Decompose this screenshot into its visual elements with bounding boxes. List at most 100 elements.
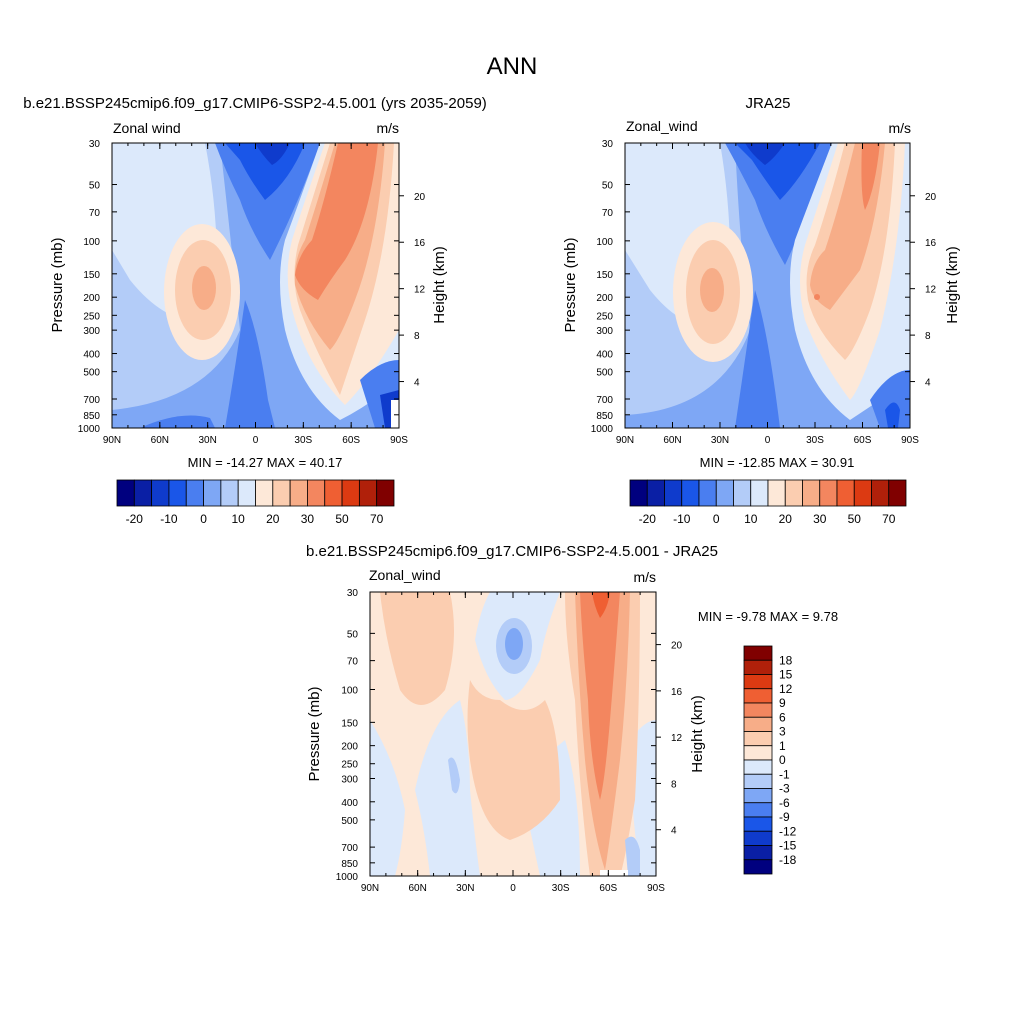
page-title: ANN: [487, 53, 538, 80]
panel-subtitle-right: m/s: [376, 120, 399, 136]
colorbar-label: 20: [266, 512, 280, 526]
x-tick-label: 60S: [342, 435, 360, 446]
colorbar-label: 70: [882, 512, 896, 526]
x-tick-label: 60N: [408, 883, 426, 894]
colorbar-swatch: [289, 479, 308, 507]
colorbar-swatch: [743, 802, 773, 818]
colorbar-swatch: [888, 479, 907, 507]
colorbar-label: -15: [779, 839, 797, 853]
y-tick-label: 100: [83, 237, 100, 248]
colorbar-swatch: [116, 479, 135, 507]
x-tick-label: 60N: [151, 435, 169, 446]
contour-field: [370, 592, 656, 876]
colorbar-label: -1: [779, 767, 790, 781]
colorbar-swatch: [819, 479, 838, 507]
colorbar-swatch: [376, 479, 395, 507]
colorbar-label: -10: [673, 512, 691, 526]
panel-subtitle-right: m/s: [633, 569, 656, 585]
colorbar-label: -6: [779, 796, 790, 810]
min-max-stats: MIN = -9.78 MAX = 9.78: [698, 609, 838, 624]
y-tick-label: 70: [89, 208, 101, 219]
x-tick-label: 60N: [663, 435, 681, 446]
colorbar-swatch: [307, 479, 326, 507]
colorbar-label: 6: [779, 710, 786, 724]
colorbar-swatch: [871, 479, 890, 507]
x-tick-label: 0: [765, 435, 771, 446]
colorbar-swatch: [272, 479, 291, 507]
height-tick-label: 20: [671, 641, 683, 652]
colorbar-label: 50: [335, 512, 349, 526]
colorbar-swatch: [853, 479, 872, 507]
colorbar-swatch: [743, 659, 773, 675]
y-tick-label: 250: [596, 311, 613, 322]
colorbar-swatch: [185, 479, 204, 507]
y-tick-label: 50: [89, 181, 101, 192]
panel-subtitle-left: Zonal_wind: [369, 567, 441, 583]
panel-model: b.e21.BSSP245cmip6.f09_g17.CMIP6-SSP2-4.…: [23, 95, 487, 526]
colorbar-label: 0: [713, 512, 720, 526]
colorbar-swatch: [743, 645, 773, 661]
y-tick-label: 100: [596, 237, 613, 248]
x-tick-label: 90S: [901, 435, 919, 446]
colorbar-swatch: [767, 479, 786, 507]
y-tick-label: 250: [341, 760, 358, 771]
contour-field: [112, 143, 399, 428]
x-tick-label: 30S: [294, 435, 312, 446]
colorbar-swatch: [784, 479, 803, 507]
y-tick-label: 30: [602, 139, 614, 150]
y-tick-label: 100: [341, 686, 358, 697]
panel-title: b.e21.BSSP245cmip6.f09_g17.CMIP6-SSP2-4.…: [306, 543, 718, 560]
colorbar-label: 30: [301, 512, 315, 526]
panel-reference: JRA25 Zonal_wind m/s 3050701001502002503…: [562, 95, 961, 526]
colorbar-label: 70: [370, 512, 384, 526]
colorbar-swatch: [743, 845, 773, 861]
height-tick-label: 12: [414, 285, 426, 296]
y-tick-label: 150: [341, 718, 358, 729]
y-tick-label: 400: [341, 798, 358, 809]
height-tick-label: 16: [414, 238, 426, 249]
axes-model: 3050701001502002503004005007008501000481…: [78, 139, 426, 446]
colorbar-label: 0: [200, 512, 207, 526]
colorbar-label: -12: [779, 824, 797, 838]
y-tick-label: 30: [89, 139, 101, 150]
panel-difference: b.e21.BSSP245cmip6.f09_g17.CMIP6-SSP2-4.…: [306, 543, 838, 894]
colorbar-swatch: [715, 479, 734, 507]
y-tick-label: 300: [341, 774, 358, 785]
colorbar-label: -10: [160, 512, 178, 526]
colorbar-swatch: [646, 479, 665, 507]
height-tick-label: 8: [414, 331, 420, 342]
colorbar-swatch: [743, 745, 773, 761]
axes-difference: 3050701001502002503004005007008501000481…: [336, 588, 683, 894]
height-tick-label: 4: [925, 378, 931, 389]
y-tick-label: 400: [596, 350, 613, 361]
y-axis-label-right: Height (km): [431, 246, 448, 324]
y-tick-label: 300: [596, 326, 613, 337]
colorbar-swatch: [203, 479, 222, 507]
colorbar-swatch: [324, 479, 343, 507]
y-tick-label: 500: [83, 368, 100, 379]
x-tick-label: 0: [253, 435, 259, 446]
colorbar-swatch: [237, 479, 256, 507]
colorbar-swatch: [698, 479, 717, 507]
y-tick-label: 70: [347, 657, 359, 668]
y-tick-label: 300: [83, 326, 100, 337]
panel-subtitle-left: Zonal_wind: [626, 118, 698, 134]
y-axis-label: Pressure (mb): [562, 237, 579, 332]
colorbar-swatch: [836, 479, 855, 507]
height-tick-label: 16: [925, 238, 937, 249]
colorbar-swatch: [743, 688, 773, 704]
colorbar-swatch: [743, 830, 773, 846]
colorbar-swatch: [255, 479, 274, 507]
y-tick-label: 1000: [336, 872, 359, 883]
colorbar-reference: -20 -10 0 10 20 30 50 70: [629, 479, 907, 526]
y-tick-label: 50: [347, 629, 359, 640]
height-tick-label: 20: [925, 192, 937, 203]
x-tick-label: 90N: [361, 883, 379, 894]
y-tick-label: 700: [596, 395, 613, 406]
y-tick-label: 50: [602, 181, 614, 192]
height-tick-label: 12: [925, 285, 937, 296]
x-tick-label: 30N: [711, 435, 729, 446]
colorbar-swatch: [743, 674, 773, 690]
x-tick-label: 60S: [599, 883, 617, 894]
y-tick-label: 200: [596, 293, 613, 304]
